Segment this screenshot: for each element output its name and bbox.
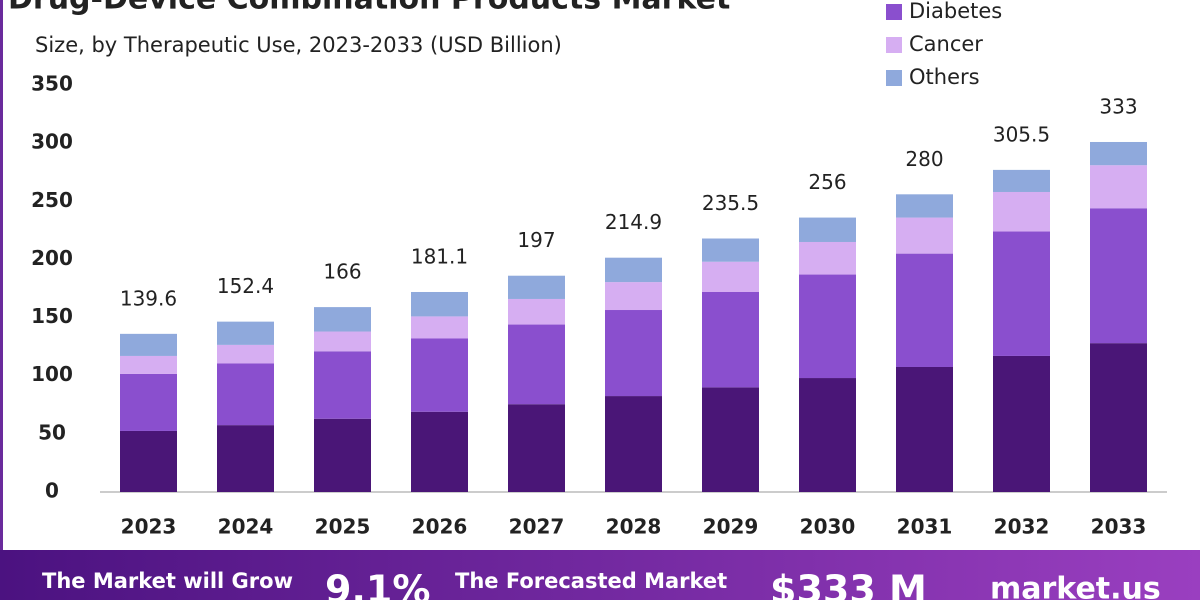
x-tick-label: 2029 — [703, 515, 759, 539]
chart-subtitle: Size, by Therapeutic Use, 2023-2033 (USD… — [35, 33, 562, 57]
y-tick-label: 350 — [31, 72, 73, 96]
x-tick-label: 2026 — [412, 515, 468, 539]
x-tick-label: 2028 — [606, 515, 662, 539]
legend-swatch — [886, 37, 902, 53]
y-tick-label: 0 — [45, 479, 59, 503]
bar-segment — [702, 291, 759, 388]
bar-segment — [993, 191, 1050, 232]
bar-segment — [508, 275, 565, 299]
y-tick-label: 150 — [31, 304, 73, 328]
bar-segment — [508, 324, 565, 405]
bar-segment — [896, 366, 953, 492]
bar-segment — [217, 425, 274, 492]
footer-band — [0, 550, 1200, 600]
legend-label: Cancer — [909, 32, 983, 56]
legend-swatch — [886, 4, 902, 20]
y-tick-label: 250 — [31, 188, 73, 212]
chart-title: Drug-Device Combination Products Market — [8, 0, 730, 17]
bar-segment — [799, 241, 856, 275]
total-label: 333 — [1099, 94, 1137, 118]
bar-segment — [314, 351, 371, 419]
footer-grow: The Market will Grow — [42, 569, 293, 593]
total-label: 166 — [323, 260, 361, 284]
total-label: 152.4 — [217, 274, 274, 298]
x-tick-label: 2032 — [994, 515, 1050, 539]
bar-segment — [314, 307, 371, 332]
bar-segment — [702, 261, 759, 292]
bar-segment — [508, 298, 565, 325]
footer-brand: market.us — [990, 572, 1161, 600]
bar-segment — [411, 338, 468, 412]
bar-segment — [799, 274, 856, 379]
x-tick-label: 2030 — [800, 515, 856, 539]
x-tick-label: 2023 — [121, 515, 177, 539]
total-label: 235.5 — [702, 191, 759, 215]
bar-segment — [411, 316, 468, 339]
bar-segment — [120, 355, 177, 374]
bar-segment — [605, 282, 662, 311]
bar-segment — [217, 344, 274, 364]
footer-forecast: The Forecasted Market — [455, 569, 727, 593]
bar-segment — [605, 310, 662, 397]
bar-segment — [605, 396, 662, 492]
footer-cagr: 9.1% — [325, 568, 430, 600]
y-tick-label: 200 — [31, 246, 73, 270]
bar-segment — [411, 411, 468, 492]
bar-segment — [799, 217, 856, 242]
total-label: 139.6 — [120, 286, 177, 310]
total-label: 256 — [808, 170, 846, 194]
x-tick-label: 2027 — [509, 515, 565, 539]
bar-segment — [896, 194, 953, 218]
y-tick-label: 50 — [38, 420, 66, 444]
total-label: 181.1 — [411, 244, 468, 268]
legend-label: Diabetes — [909, 0, 1002, 23]
legend-swatch — [886, 70, 902, 86]
bar-segment — [1090, 165, 1147, 209]
x-tick-label: 2031 — [897, 515, 953, 539]
bar-segment — [217, 363, 274, 426]
bar-segment — [508, 404, 565, 492]
bar-segment — [993, 169, 1050, 192]
left-border — [0, 0, 3, 550]
bar-segment — [120, 373, 177, 431]
bar-segment — [1090, 141, 1147, 166]
total-label: 197 — [517, 228, 555, 252]
bar-segment — [993, 355, 1050, 492]
y-tick-label: 100 — [31, 362, 73, 386]
bar-segment — [411, 291, 468, 317]
x-tick-label: 2025 — [315, 515, 371, 539]
x-tick-label: 2033 — [1091, 515, 1147, 539]
bar-segment — [605, 257, 662, 283]
bar-segment — [896, 253, 953, 367]
footer-value: $333 M — [770, 568, 927, 600]
total-label: 214.9 — [605, 210, 662, 234]
bar-segment — [896, 217, 953, 254]
bar-segment — [1090, 343, 1147, 492]
bar-segment — [702, 387, 759, 492]
bar-segment — [314, 418, 371, 492]
bar-segment — [217, 321, 274, 345]
bar-segment — [799, 378, 856, 492]
y-tick-label: 300 — [31, 130, 73, 154]
legend-label: Others — [909, 65, 980, 89]
bar-segment — [314, 331, 371, 352]
bar-segment — [120, 430, 177, 492]
total-label: 305.5 — [993, 122, 1050, 146]
bar-segment — [702, 238, 759, 262]
bar-segment — [993, 231, 1050, 356]
x-tick-label: 2024 — [218, 515, 274, 539]
bar-segment — [120, 333, 177, 356]
total-label: 280 — [905, 147, 943, 171]
bar-segment — [1090, 208, 1147, 344]
